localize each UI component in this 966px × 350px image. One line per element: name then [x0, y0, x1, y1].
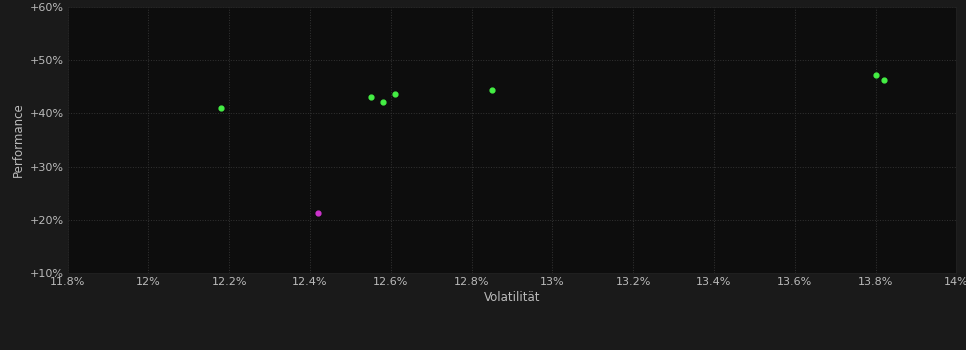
X-axis label: Volatilität: Volatilität — [484, 291, 540, 304]
Point — [867, 72, 883, 78]
Y-axis label: Performance: Performance — [13, 103, 25, 177]
Point — [484, 87, 499, 93]
Point — [375, 99, 390, 105]
Point — [876, 78, 892, 83]
Point — [387, 91, 403, 97]
Point — [310, 210, 326, 216]
Point — [363, 94, 379, 100]
Point — [213, 105, 229, 110]
